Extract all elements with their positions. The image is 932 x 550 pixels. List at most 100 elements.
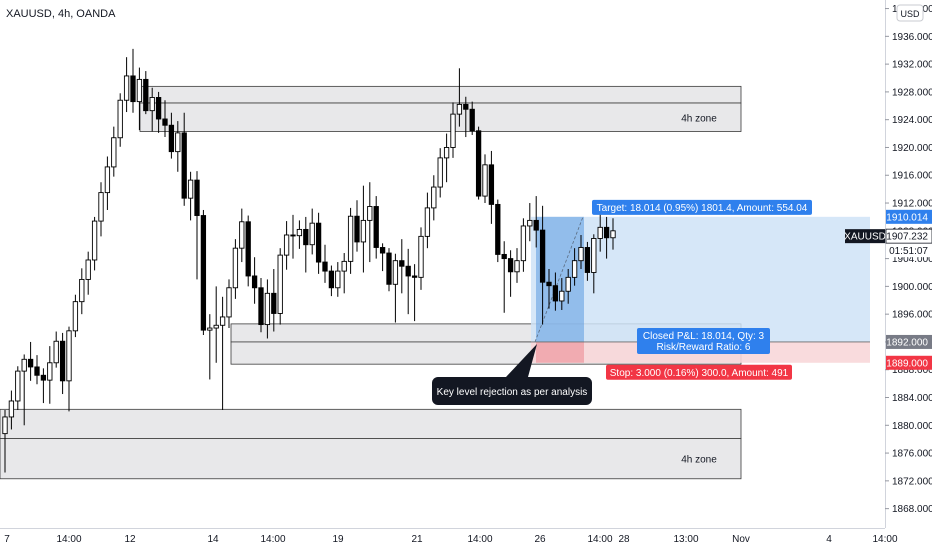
- y-tick-label: 1884.000: [892, 393, 932, 404]
- candle: [34, 355, 40, 385]
- candle: [207, 314, 213, 380]
- candle: [322, 244, 328, 283]
- candle: [591, 234, 597, 294]
- candle: [315, 212, 322, 274]
- candle: [91, 216, 98, 271]
- candle: [213, 286, 219, 363]
- candle: [399, 239, 405, 294]
- candle-body: [552, 285, 559, 302]
- candle-body: [200, 215, 207, 331]
- zone-box: [139, 102, 742, 132]
- candle-body: [8, 400, 15, 418]
- y-tick-label: 1872.000: [892, 476, 932, 487]
- current-symbol-text: XAUUSD: [844, 232, 886, 243]
- candle: [2, 410, 8, 473]
- candle-body: [194, 179, 200, 216]
- candle-body: [559, 290, 565, 302]
- candle: [501, 241, 507, 313]
- candle-body: [143, 78, 149, 112]
- candle: [379, 243, 386, 272]
- candle-body: [59, 340, 66, 382]
- candle: [194, 171, 200, 280]
- candle: [437, 148, 443, 198]
- x-tick-label: 14:00: [587, 534, 612, 545]
- candle-body: [495, 203, 501, 255]
- candle-body: [584, 247, 591, 273]
- candle: [418, 227, 424, 290]
- candle-body: [418, 235, 424, 278]
- candle: [104, 156, 111, 210]
- y-tick-label: 1932.000: [892, 60, 932, 71]
- x-tick-label: Nov: [732, 534, 750, 545]
- candle-body: [437, 157, 443, 188]
- candle-body: [373, 206, 379, 248]
- candle: [264, 279, 271, 339]
- candle-body: [2, 416, 8, 435]
- zone-box: [139, 85, 742, 104]
- x-tick-label: 14:00: [56, 534, 81, 545]
- candle: [578, 234, 584, 270]
- candle-body: [456, 103, 463, 115]
- candle-body: [277, 254, 283, 314]
- candle-body: [591, 238, 597, 273]
- candle-body: [155, 97, 162, 120]
- candle-body: [271, 292, 277, 314]
- candle: [27, 341, 34, 381]
- candle: [8, 390, 15, 430]
- candle-body: [405, 265, 411, 277]
- candle-body: [443, 147, 450, 159]
- candle: [571, 248, 578, 286]
- candle-body: [565, 276, 571, 292]
- candle-body: [232, 247, 239, 289]
- candle-body: [482, 164, 488, 197]
- y-tick-label: 1876.000: [892, 449, 932, 460]
- candle-body: [111, 137, 117, 168]
- y-tick-label: 1868.000: [892, 504, 932, 515]
- pnl-badge: [637, 327, 770, 354]
- currency-button[interactable]: USD: [896, 4, 924, 22]
- candle: [392, 253, 399, 323]
- time-axis[interactable]: 7 14:00 12 14 14:00 19 21 14:00 26 14:00 28 13:00 No…: [4, 534, 898, 545]
- y-tick-label: 1904.000: [892, 254, 932, 265]
- candle-body: [130, 75, 136, 103]
- x-tick-label: 12: [124, 534, 136, 545]
- position-layer: Target: 18.014 (0.95%) 1801.4, Amount: 5…: [531, 199, 870, 380]
- candle-body: [597, 226, 603, 239]
- candle-body: [571, 260, 578, 278]
- candle-body: [367, 206, 373, 221]
- candle: [411, 264, 418, 322]
- candle-body: [264, 292, 271, 326]
- candle: [40, 368, 47, 404]
- candle-body: [162, 118, 168, 126]
- current-price-badge: [885, 228, 932, 244]
- candle: [200, 209, 207, 335]
- candle: [584, 241, 591, 281]
- candle: [527, 203, 533, 242]
- candle-body: [309, 222, 315, 246]
- candle: [367, 182, 373, 263]
- candle-body: [322, 261, 328, 272]
- candle: [85, 251, 91, 295]
- candle: [187, 171, 194, 221]
- candle-body: [411, 275, 418, 278]
- countdown-text: 01:51:07: [889, 246, 928, 257]
- candle: [431, 175, 437, 221]
- candle: [79, 268, 85, 315]
- candle: [565, 269, 571, 304]
- candle: [456, 68, 463, 127]
- x-tick-label: 14: [207, 534, 219, 545]
- candle-body: [399, 260, 405, 267]
- candle: [251, 257, 258, 304]
- candle: [136, 67, 143, 131]
- candle-body: [239, 221, 245, 249]
- candle-body: [66, 330, 72, 382]
- candle-body: [475, 130, 482, 197]
- y-tick-label: 1936.000: [892, 32, 932, 43]
- candle: [72, 294, 79, 338]
- candle-body: [514, 260, 520, 273]
- candle: [386, 248, 392, 292]
- candle-body: [539, 229, 546, 283]
- candle: [424, 192, 431, 249]
- candle-body: [226, 287, 232, 318]
